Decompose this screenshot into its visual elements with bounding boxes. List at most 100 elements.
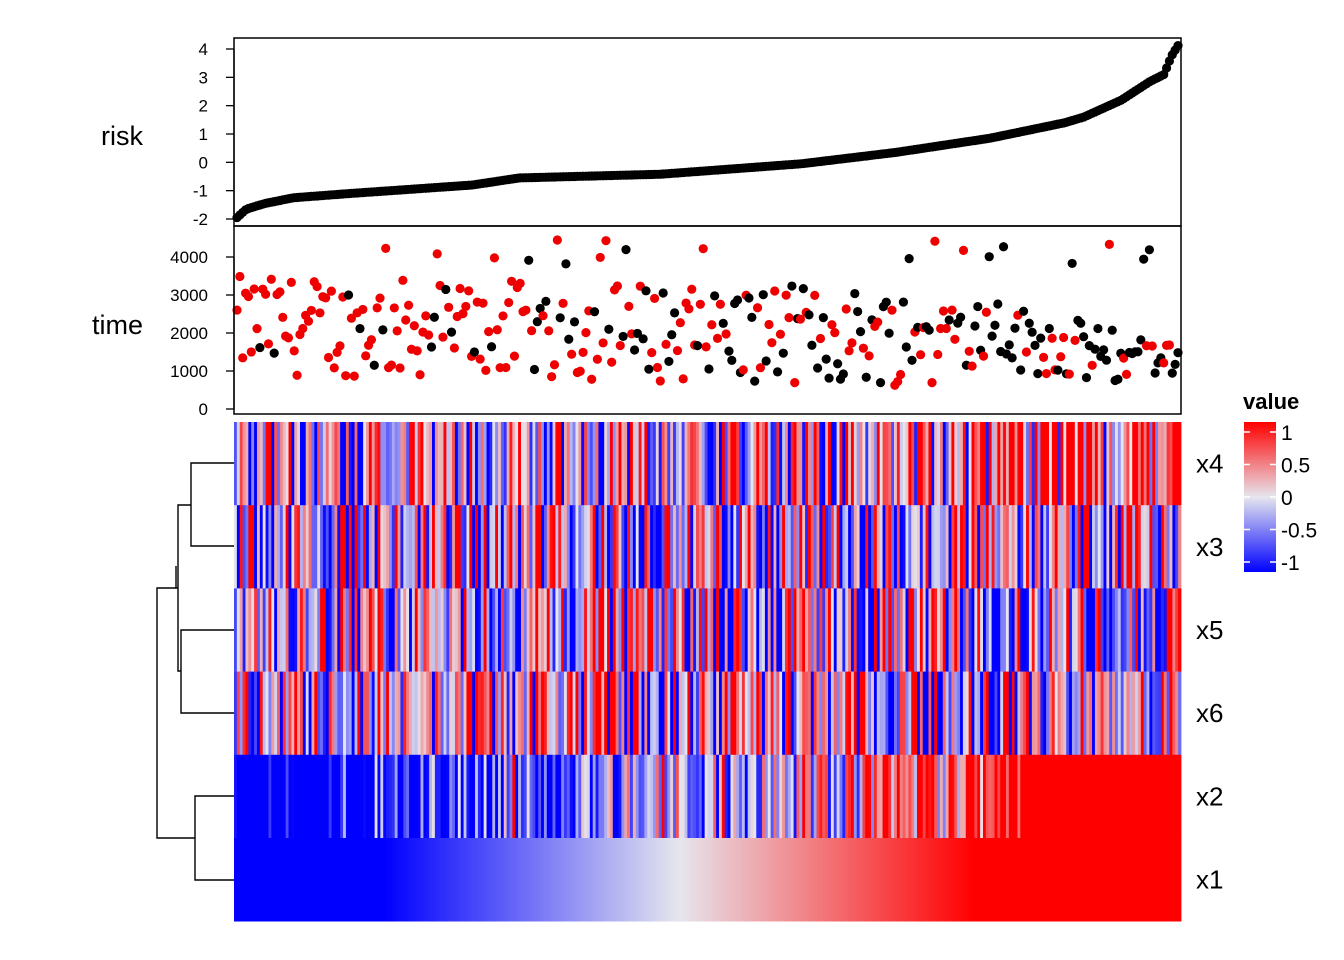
heatmap-cell bbox=[285, 838, 289, 922]
heatmap-cell bbox=[839, 671, 843, 756]
heatmap-cell bbox=[658, 838, 662, 922]
time-point bbox=[595, 252, 605, 263]
heatmap-cell bbox=[1140, 671, 1145, 756]
heatmap-cell bbox=[618, 671, 622, 756]
heatmap-cell bbox=[492, 588, 496, 672]
heatmap-cell bbox=[472, 505, 476, 589]
heatmap-cell bbox=[1126, 588, 1130, 672]
time-point bbox=[649, 293, 660, 304]
heatmap-cell bbox=[784, 754, 789, 839]
heatmap-cell bbox=[638, 422, 642, 506]
heatmap-cell bbox=[739, 505, 743, 589]
heatmap-cell bbox=[486, 505, 490, 589]
heatmap-cell bbox=[285, 422, 289, 506]
heatmap-cell bbox=[538, 422, 542, 506]
heatmap-cell bbox=[248, 505, 252, 589]
heatmap-cell bbox=[632, 838, 637, 922]
heatmap-cell bbox=[845, 838, 849, 922]
heatmap-cell bbox=[368, 505, 373, 589]
heatmap-cell bbox=[707, 422, 711, 506]
heatmap-cell bbox=[409, 588, 413, 672]
heatmap-cell bbox=[334, 588, 338, 672]
heatmap-cell bbox=[914, 671, 918, 756]
heatmap-cell bbox=[885, 838, 889, 922]
time-point bbox=[973, 301, 983, 312]
heatmap-cell bbox=[475, 754, 479, 839]
heatmap-cell bbox=[816, 671, 820, 756]
heatmap-cell bbox=[1143, 671, 1147, 756]
heatmap-cell bbox=[503, 754, 508, 839]
time-point bbox=[526, 326, 537, 336]
heatmap-cell bbox=[1008, 838, 1013, 922]
heatmap-cell bbox=[1100, 838, 1104, 922]
heatmap-cell bbox=[681, 422, 685, 506]
heatmap-cell bbox=[535, 838, 539, 922]
time-point bbox=[412, 346, 422, 356]
heatmap-cell bbox=[1054, 838, 1058, 922]
heatmap-cell bbox=[492, 838, 496, 922]
time-point bbox=[335, 341, 345, 351]
time-point bbox=[798, 284, 808, 294]
heatmap-cell bbox=[902, 422, 906, 506]
heatmap-cell bbox=[721, 505, 726, 589]
heatmap-cell bbox=[558, 838, 562, 922]
heatmap-cell bbox=[297, 588, 301, 672]
heatmap-cell bbox=[578, 838, 582, 922]
heatmap-cell bbox=[1086, 588, 1090, 672]
heatmap-cell bbox=[782, 505, 786, 589]
heatmap-cell bbox=[236, 671, 241, 756]
heatmap-cell bbox=[681, 671, 685, 756]
heatmap-cell bbox=[489, 671, 493, 756]
heatmap-cell bbox=[434, 754, 439, 839]
heatmap-cell bbox=[988, 422, 992, 506]
time-point bbox=[1087, 360, 1097, 370]
heatmap-cell bbox=[575, 671, 579, 756]
heatmap-cell bbox=[265, 754, 269, 839]
heatmap-cell bbox=[799, 422, 803, 506]
heatmap-cell bbox=[340, 671, 344, 756]
heatmap-cell bbox=[750, 671, 754, 756]
heatmap-cell bbox=[675, 671, 680, 756]
heatmap-cell bbox=[1080, 588, 1084, 672]
heatmap-cell bbox=[340, 422, 344, 506]
heatmap-cell bbox=[1132, 422, 1136, 506]
heatmap-cell bbox=[500, 838, 505, 922]
heatmap-cell bbox=[489, 838, 493, 922]
heatmap-cell bbox=[477, 754, 482, 839]
heatmap-cell bbox=[916, 838, 921, 922]
heatmap-cell bbox=[802, 838, 806, 922]
heatmap-cell bbox=[432, 588, 436, 672]
time-point bbox=[432, 249, 442, 259]
heatmap-cell bbox=[876, 505, 881, 589]
row-label-x4: x4 bbox=[1196, 449, 1223, 479]
time-point bbox=[841, 304, 851, 314]
heatmap-cell bbox=[523, 505, 528, 589]
heatmap-cell bbox=[1175, 588, 1179, 672]
heatmap-cell bbox=[1123, 588, 1127, 672]
heatmap-cell bbox=[675, 505, 680, 589]
heatmap-cell bbox=[902, 754, 906, 839]
heatmap-cell bbox=[500, 754, 505, 839]
time-point bbox=[784, 313, 794, 323]
time-point bbox=[698, 244, 708, 254]
heatmap-cell bbox=[543, 422, 548, 506]
heatmap-cell bbox=[311, 838, 315, 922]
heatmap-cell bbox=[314, 505, 318, 589]
heatmap-cell bbox=[394, 838, 398, 922]
heatmap-cell bbox=[1000, 671, 1004, 756]
heatmap-row-x6 bbox=[234, 671, 1182, 756]
heatmap-cell bbox=[985, 671, 990, 756]
heatmap-cell bbox=[747, 422, 751, 506]
heatmap-cell bbox=[1109, 422, 1113, 506]
heatmap-cell bbox=[503, 588, 508, 672]
heatmap-cell bbox=[322, 505, 327, 589]
heatmap-cell bbox=[879, 754, 883, 839]
time-point bbox=[687, 284, 697, 294]
heatmap-cell bbox=[816, 422, 820, 506]
heatmap-cell bbox=[756, 838, 760, 922]
time-point bbox=[638, 334, 648, 344]
heatmap-cell bbox=[380, 754, 384, 839]
time-point bbox=[541, 296, 551, 306]
heatmap-cell bbox=[957, 505, 961, 589]
